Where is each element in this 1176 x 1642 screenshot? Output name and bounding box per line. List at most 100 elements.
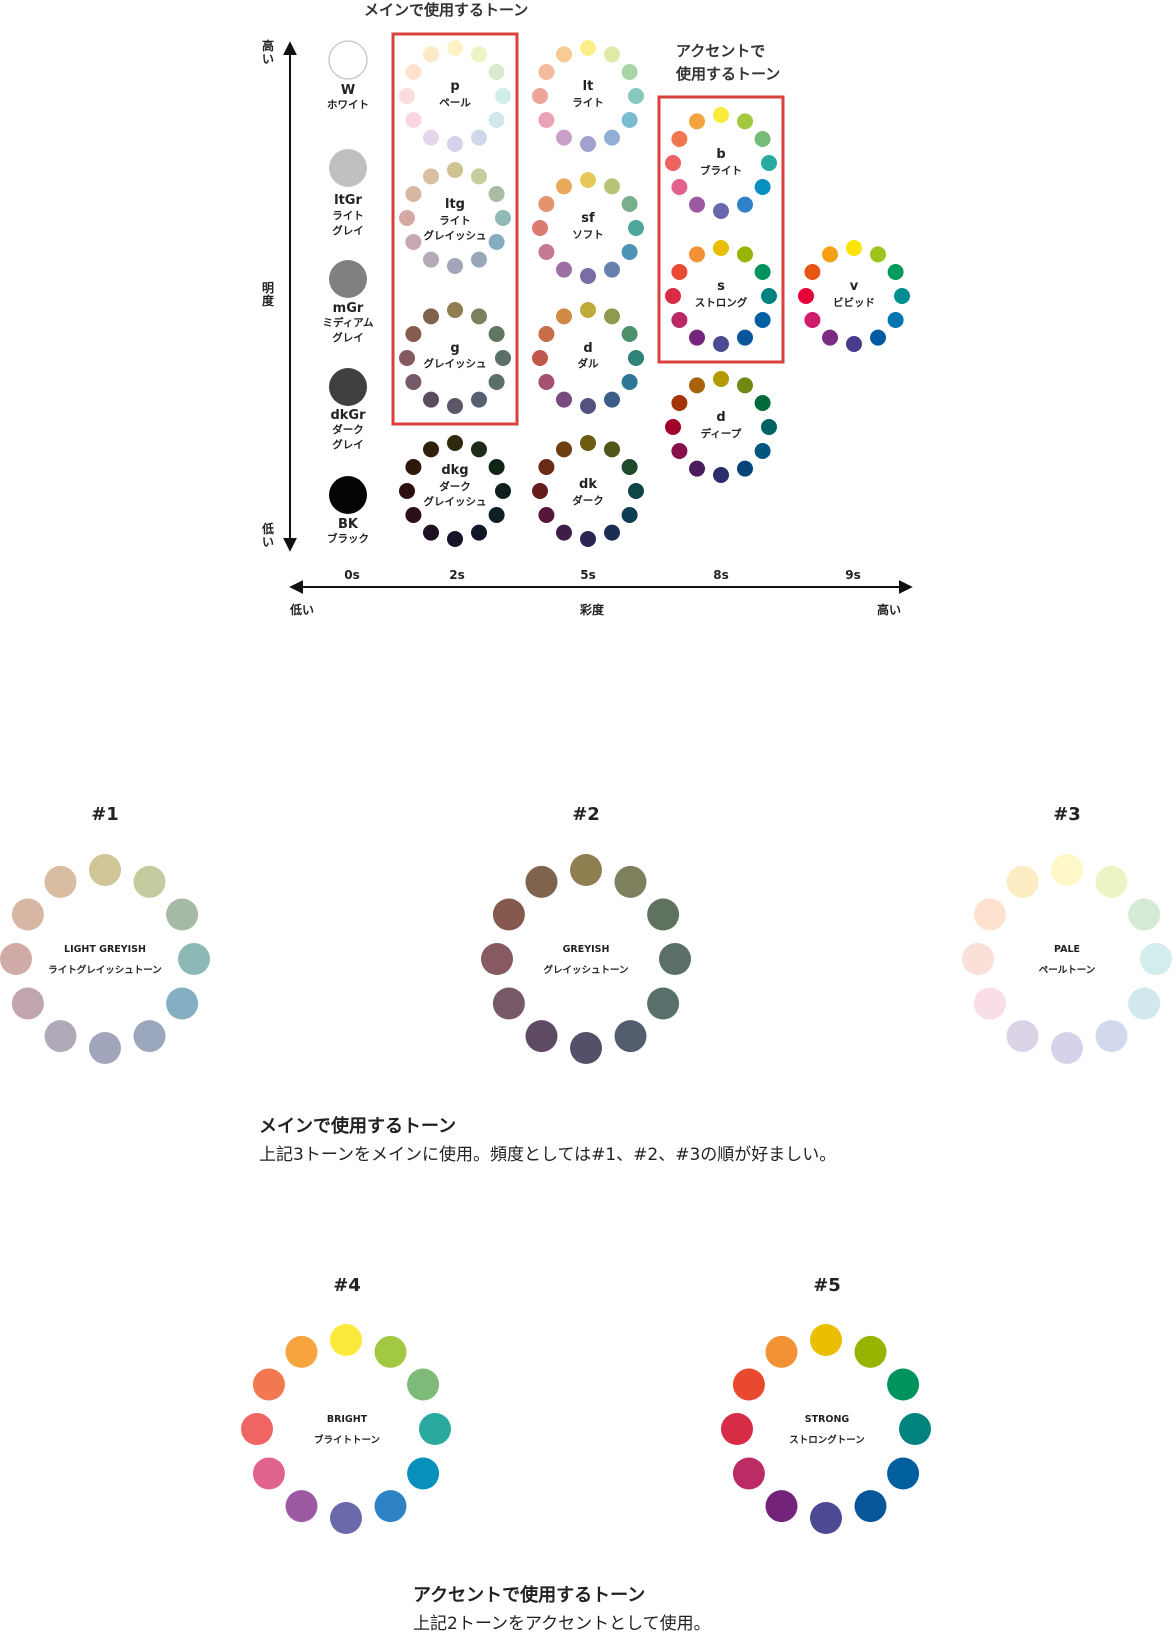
wheel-3-swatch-2 bbox=[1128, 898, 1161, 931]
wheel-5-swatch-6 bbox=[810, 1502, 842, 1534]
tone-lt-1-swatch-11 bbox=[556, 46, 572, 63]
tone-ltg-2-swatch-10 bbox=[405, 186, 422, 202]
tone-label-b-code: b bbox=[716, 147, 726, 162]
tone-d-5-swatch-11 bbox=[556, 308, 572, 325]
achro-label-ltgr-name2: グレイ bbox=[332, 225, 364, 237]
tone-g-4-swatch-3 bbox=[495, 350, 511, 366]
tone-d-5-swatch-0 bbox=[580, 302, 596, 318]
wheel-5-swatch-11 bbox=[765, 1335, 798, 1368]
tone-p-0-swatch-6 bbox=[447, 136, 463, 152]
tone-d-5-swatch-3 bbox=[628, 350, 644, 366]
wheel-1-swatch-8 bbox=[11, 987, 44, 1020]
achro-swatch-dkgr bbox=[329, 368, 367, 406]
wheel-2-label-en: GREYISH bbox=[562, 944, 610, 955]
tone-ltg-2-swatch-7 bbox=[423, 251, 439, 268]
tone-v-10-swatch-7 bbox=[822, 329, 838, 346]
tone-label-lt-code: lt bbox=[582, 79, 594, 94]
wheel-4-swatch-9 bbox=[241, 1413, 273, 1445]
tone-dk-7-swatch-4 bbox=[621, 507, 638, 523]
tone-dk-7-swatch-10 bbox=[538, 459, 555, 475]
tone-s-9-swatch-7 bbox=[689, 329, 705, 346]
y-axis-low-char2: い bbox=[261, 534, 274, 549]
accent-tone-title-line1: アクセントで bbox=[676, 42, 766, 60]
wheel-3-swatch-4 bbox=[1128, 987, 1161, 1020]
tone-sf-3-swatch-2 bbox=[621, 196, 638, 212]
wheel-3-label-en: PALE bbox=[1054, 944, 1080, 955]
tone-v-10-swatch-0 bbox=[846, 240, 862, 256]
wheel-5-swatch-4 bbox=[887, 1457, 920, 1490]
wheel-1-swatch-11 bbox=[44, 865, 77, 898]
wheel-3-swatch-9 bbox=[962, 943, 994, 975]
tone-dk-7-swatch-3 bbox=[628, 483, 644, 499]
tone-g-4-swatch-7 bbox=[423, 391, 439, 408]
wheel-2-swatch-3 bbox=[659, 943, 691, 975]
tone-ltg-2-swatch-0 bbox=[447, 162, 463, 178]
tone-label-p-code: p bbox=[450, 79, 460, 94]
tone-v-10-swatch-3 bbox=[894, 288, 910, 304]
wheel-3-swatch-8 bbox=[973, 987, 1006, 1020]
tone-ltg-2-swatch-9 bbox=[399, 210, 415, 226]
tone-s-9-swatch-11 bbox=[689, 246, 705, 263]
wheel-5-swatch-9 bbox=[721, 1413, 753, 1445]
tone-b-8-swatch-1 bbox=[737, 113, 753, 130]
wheel-1-swatch-5 bbox=[133, 1020, 166, 1053]
tone-b-8-swatch-8 bbox=[671, 179, 688, 195]
tone-v-10-swatch-9 bbox=[798, 288, 814, 304]
tone-ltg-2-swatch-3 bbox=[495, 210, 511, 226]
achro-label-dkgr-code: dkGr bbox=[330, 408, 366, 423]
tone-s-9-swatch-4 bbox=[754, 312, 771, 328]
tone-d-11-swatch-1 bbox=[737, 377, 753, 394]
wheel-3-swatch-7 bbox=[1006, 1020, 1039, 1053]
tone-dkg-6-swatch-4 bbox=[488, 507, 505, 523]
achro-swatch-bk bbox=[329, 476, 367, 514]
tone-d-11-swatch-6 bbox=[713, 467, 729, 483]
tone-label-deep-name: ディープ bbox=[700, 428, 742, 440]
tone-g-4-swatch-2 bbox=[488, 326, 505, 342]
tone-sf-3-swatch-1 bbox=[604, 178, 620, 195]
tone-p-0-swatch-11 bbox=[423, 46, 439, 63]
tone-v-10-swatch-11 bbox=[822, 246, 838, 263]
tone-label-dk-code: dk bbox=[579, 477, 597, 492]
tone-ltg-2-swatch-5 bbox=[471, 251, 487, 268]
tone-label-s-name: ストロング bbox=[694, 297, 748, 309]
achro-swatch-ltgr bbox=[329, 149, 367, 187]
wheel-4-swatch-0 bbox=[330, 1324, 362, 1356]
tone-g-4-swatch-6 bbox=[447, 398, 463, 414]
wheel-5-swatch-1 bbox=[854, 1335, 887, 1368]
achro-label-bk-code: BK bbox=[338, 517, 358, 532]
wheel-3-swatch-0 bbox=[1051, 854, 1083, 886]
tone-dkg-6-swatch-0 bbox=[447, 435, 463, 451]
tone-label-dkg-name1: ダーク bbox=[439, 481, 471, 493]
wheel-4-swatch-7 bbox=[285, 1490, 318, 1523]
wheel-2-swatch-0 bbox=[570, 854, 602, 886]
wheel-4-number: #4 bbox=[333, 1275, 361, 1296]
tone-label-ltg-code: ltg bbox=[445, 197, 465, 212]
tone-s-9-swatch-2 bbox=[754, 264, 771, 280]
tone-label-dk-name: ダーク bbox=[572, 495, 604, 507]
tone-g-4-swatch-5 bbox=[471, 391, 487, 408]
wheel-1-swatch-6 bbox=[89, 1032, 121, 1064]
wheel-2-swatch-8 bbox=[492, 987, 525, 1020]
x-axis-label: 彩度 bbox=[580, 603, 605, 617]
tone-g-4-swatch-9 bbox=[399, 350, 415, 366]
accent-tone-heading: アクセントで使用するトーン bbox=[413, 1585, 646, 1606]
wheel-1-swatch-0 bbox=[89, 854, 121, 886]
wheel-4-swatch-5 bbox=[374, 1490, 407, 1523]
tone-dk-7-swatch-6 bbox=[580, 531, 596, 547]
tone-lt-1-swatch-2 bbox=[621, 64, 638, 80]
tone-dkg-6-swatch-11 bbox=[423, 441, 439, 458]
tone-label-ltg-name2: グレイッシュ bbox=[423, 230, 487, 242]
tone-p-0-swatch-4 bbox=[488, 112, 505, 128]
tone-d-11-swatch-4 bbox=[754, 443, 771, 459]
tone-label-p-name: ペール bbox=[439, 97, 471, 109]
tone-v-10-swatch-4 bbox=[887, 312, 904, 328]
wheel-3-swatch-10 bbox=[973, 898, 1006, 931]
tone-p-0-swatch-2 bbox=[488, 64, 505, 80]
accent-tone-title-line2: 使用するトーン bbox=[676, 65, 781, 83]
wheel-4-swatch-11 bbox=[285, 1335, 318, 1368]
tone-v-10-swatch-5 bbox=[870, 329, 886, 346]
tone-d-11-swatch-2 bbox=[754, 395, 771, 411]
main-tone-box bbox=[391, 32, 519, 426]
wheel-4-swatch-1 bbox=[374, 1335, 407, 1368]
tone-sf-3-swatch-11 bbox=[556, 178, 572, 195]
